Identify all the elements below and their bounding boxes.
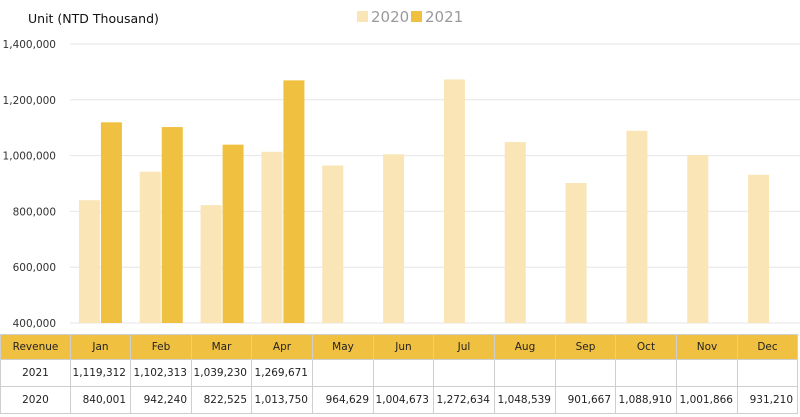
unit-label: Unit (NTD Thousand) xyxy=(28,11,159,26)
table-cell xyxy=(737,359,798,387)
month-header: Dec xyxy=(737,334,798,360)
table-cell xyxy=(373,359,434,387)
table-cell: 1,013,750 xyxy=(251,386,313,414)
bar-2020-jul xyxy=(443,79,465,323)
table-row-2020: 2020 840,001 942,240 822,525 1,013,750 9… xyxy=(0,386,798,414)
month-header: Apr xyxy=(251,334,313,360)
row-label: 2020 xyxy=(0,386,71,414)
table-cell xyxy=(615,359,677,387)
month-header: Jul xyxy=(433,334,495,360)
gridlines xyxy=(70,43,800,324)
legend-label-2020: 2020 xyxy=(371,8,409,26)
revenue-chart: Unit (NTD Thousand) 2020 2021 400,000 600… xyxy=(3,8,800,330)
table-cell: 1,102,313 xyxy=(130,359,192,387)
legend-swatch-2020 xyxy=(357,11,368,22)
legend: 2020 2021 xyxy=(357,8,463,26)
bar-2021-jan xyxy=(100,122,122,323)
y-tick-label: 1,400,000 xyxy=(3,39,56,51)
table-cell: 901,667 xyxy=(555,386,616,414)
table-cell: 1,272,634 xyxy=(433,386,495,414)
legend-swatch-2021 xyxy=(411,11,422,22)
table-cell: 1,269,671 xyxy=(251,359,313,387)
y-tick-label: 1,000,000 xyxy=(3,151,56,163)
bar-2020-feb xyxy=(139,171,161,323)
table-row-2021: 2021 1,119,312 1,102,313 1,039,230 1,269… xyxy=(0,359,798,387)
bars xyxy=(78,79,770,324)
month-header: Nov xyxy=(676,334,738,360)
table-cell: 840,001 xyxy=(70,386,131,414)
y-tick-label: 1,200,000 xyxy=(3,95,56,107)
month-header: Aug xyxy=(494,334,556,360)
bar-2020-jun xyxy=(383,154,405,323)
table-cell: 1,001,866 xyxy=(676,386,738,414)
table-cell: 964,629 xyxy=(312,386,374,414)
month-header: Mar xyxy=(191,334,252,360)
bar-2021-apr xyxy=(283,80,305,324)
table-cell: 1,119,312 xyxy=(70,359,131,387)
table-cell: 822,525 xyxy=(191,386,252,414)
y-tick-label: 600,000 xyxy=(13,262,56,274)
month-header: Jun xyxy=(373,334,434,360)
table-cell xyxy=(433,359,495,387)
legend-label-2021: 2021 xyxy=(425,8,463,26)
month-header: Oct xyxy=(615,334,677,360)
month-header: Sep xyxy=(555,334,616,360)
bar-2020-nov xyxy=(687,155,709,323)
table-cell: 942,240 xyxy=(130,386,192,414)
table-cell: 1,039,230 xyxy=(191,359,252,387)
table-header-label: Revenue xyxy=(0,334,71,360)
bar-2021-mar xyxy=(222,144,244,323)
table-cell: 1,004,673 xyxy=(373,386,434,414)
y-tick-label: 400,000 xyxy=(13,318,56,330)
bar-2020-may xyxy=(322,165,344,323)
month-header: Feb xyxy=(130,334,192,360)
bar-2021-feb xyxy=(161,127,183,323)
table-cell: 931,210 xyxy=(737,386,798,414)
y-axis-ticks: 400,000 600,000 800,000 1,000,000 1,200,000 1… xyxy=(3,39,56,330)
table-cell xyxy=(555,359,616,387)
table-cell xyxy=(494,359,556,387)
row-label: 2021 xyxy=(0,359,71,387)
bar-2020-apr xyxy=(261,151,283,323)
bar-2020-sep xyxy=(565,183,587,323)
table-cell: 1,088,910 xyxy=(615,386,677,414)
table-cell: 1,048,539 xyxy=(494,386,556,414)
month-header: Jan xyxy=(70,334,131,360)
bar-2020-aug xyxy=(504,142,526,323)
y-tick-label: 800,000 xyxy=(13,206,56,218)
table-cell xyxy=(676,359,738,387)
bar-2020-oct xyxy=(626,130,648,323)
revenue-table: Revenue Jan Feb Mar Apr May Jun Jul Aug … xyxy=(0,334,798,414)
table-cell xyxy=(312,359,374,387)
bar-2020-jan xyxy=(78,200,100,323)
month-header: May xyxy=(312,334,374,360)
bar-2020-mar xyxy=(200,205,222,323)
bar-2020-dec xyxy=(748,174,770,323)
table-header-row: Revenue Jan Feb Mar Apr May Jun Jul Aug … xyxy=(0,334,798,360)
